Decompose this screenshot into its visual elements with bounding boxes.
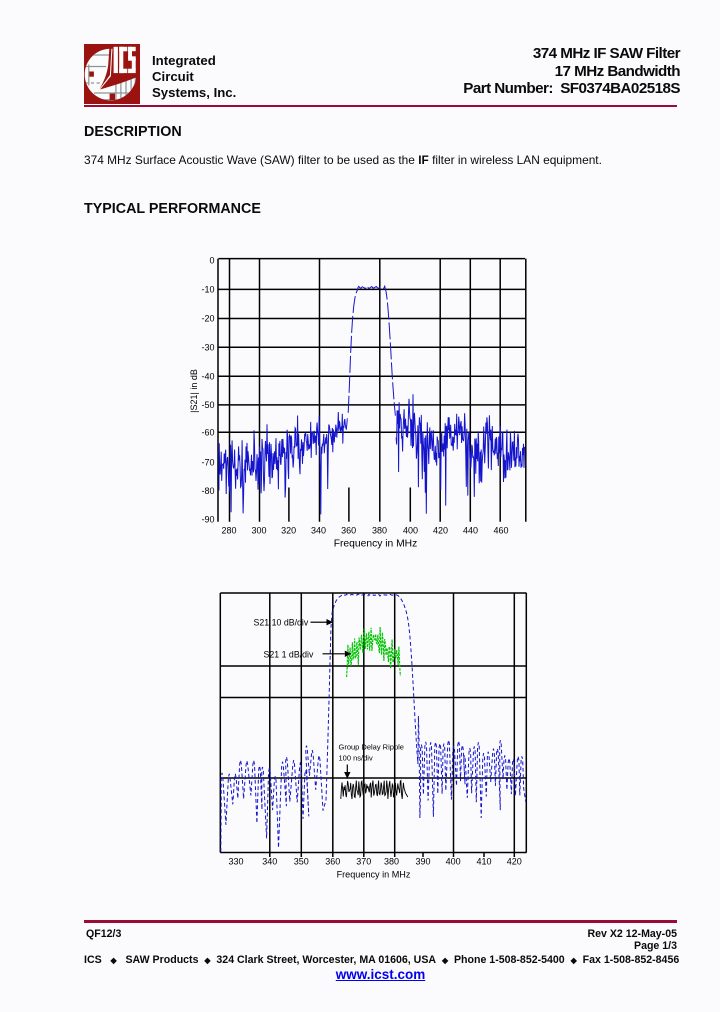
svg-text:-70: -70 — [201, 458, 214, 468]
svg-text:0: 0 — [209, 256, 214, 266]
svg-text:100 ns/div: 100 ns/div — [339, 753, 373, 762]
svg-text:-40: -40 — [201, 371, 214, 381]
svg-text:Frequency in MHz: Frequency in MHz — [334, 539, 418, 550]
svg-text:380: 380 — [372, 526, 387, 536]
svg-text:350: 350 — [294, 857, 309, 867]
svg-text:360: 360 — [341, 526, 356, 536]
svg-text:390: 390 — [415, 857, 430, 867]
svg-text:340: 340 — [311, 526, 326, 536]
svg-text:420: 420 — [433, 526, 448, 536]
svg-text:Group Delay Ripple: Group Delay Ripple — [339, 743, 404, 752]
svg-text:S21 10 dB/div: S21 10 dB/div — [254, 617, 309, 627]
svg-text:-30: -30 — [201, 342, 214, 352]
svg-text:320: 320 — [281, 526, 296, 536]
svg-text:-80: -80 — [201, 486, 214, 496]
svg-text:S21 1 dB/div: S21 1 dB/div — [264, 650, 314, 660]
svg-text:400: 400 — [446, 857, 461, 867]
svg-text:340: 340 — [262, 857, 277, 867]
svg-text:460: 460 — [493, 526, 508, 536]
svg-text:-90: -90 — [201, 515, 214, 525]
svg-text:-50: -50 — [201, 400, 214, 410]
svg-text:380: 380 — [384, 857, 399, 867]
svg-text:300: 300 — [251, 526, 266, 536]
svg-text:-10: -10 — [201, 284, 214, 294]
svg-text:370: 370 — [356, 857, 371, 867]
svg-text:-60: -60 — [201, 428, 214, 438]
svg-text:-20: -20 — [201, 313, 214, 323]
svg-text:280: 280 — [221, 526, 236, 536]
svg-text:400: 400 — [403, 526, 418, 536]
svg-text:360: 360 — [325, 857, 340, 867]
svg-text:440: 440 — [463, 526, 478, 536]
svg-text:|S21| in dB: |S21| in dB — [189, 369, 199, 413]
svg-text:420: 420 — [507, 857, 522, 867]
svg-text:Frequency in MHz: Frequency in MHz — [337, 870, 411, 880]
svg-text:410: 410 — [476, 857, 491, 867]
svg-text:330: 330 — [228, 857, 243, 867]
